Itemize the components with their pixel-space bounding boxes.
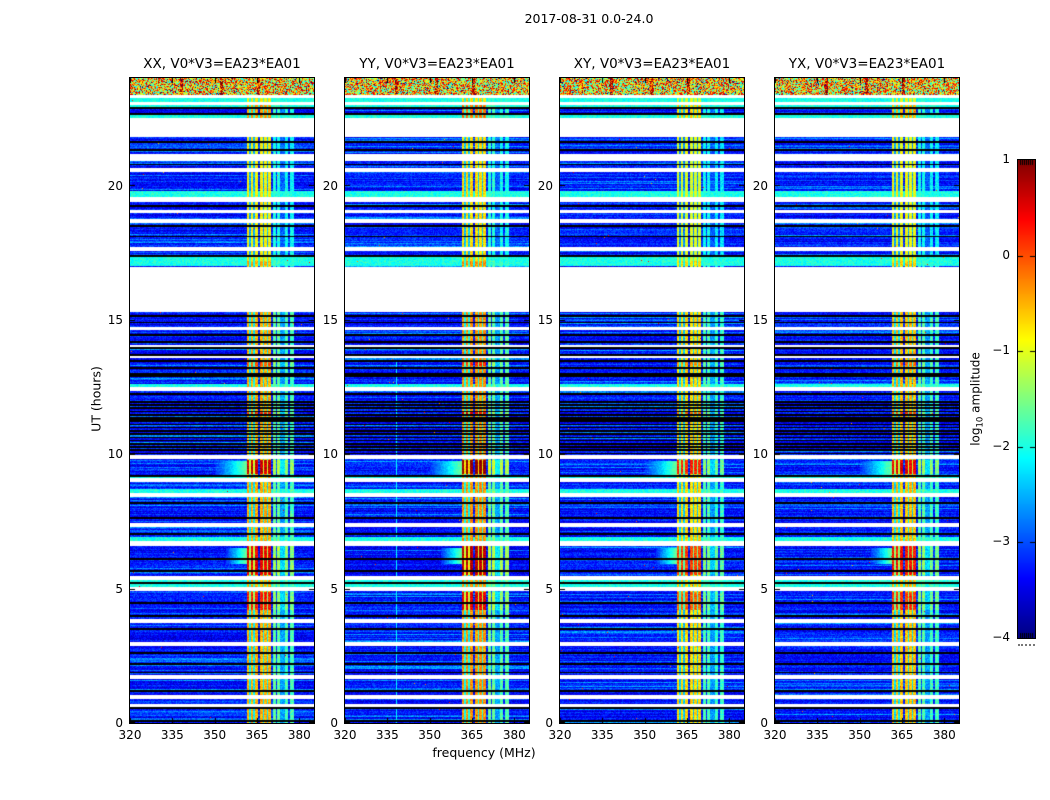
y-tick-label: 0 [115,716,123,730]
y-tick-label: 5 [330,581,338,596]
y-axis-label: UT (hours) [88,366,104,432]
spectrogram-canvas-yx [775,78,959,723]
y-tick-label: 20 [752,178,768,193]
panel-yy: YY, V0*V3=EA23*EA01 0 5 10 15 20 320 335 350 365… [323,56,530,742]
x-tick-label: 320 [548,728,572,742]
spectrogram-canvas-yy [345,78,529,723]
y-tick-label: 10 [322,447,338,462]
y-tick-label: 0 [760,716,768,730]
colorbar-gradient-canvas [1018,160,1035,638]
y-tick-label: 15 [322,312,338,327]
x-tick-label: 335 [160,728,184,742]
y-tick-label: 0 [330,716,338,730]
x-tick-label: 350 [203,728,227,742]
x-tick-label: 365 [890,728,914,742]
colorbar-tick-label: −2 [992,438,1010,453]
colorbar-tick-label: −3 [992,534,1010,549]
y-tick-label: 10 [537,447,553,462]
panel-title-xx: XX, V0*V3=EA23*EA01 [143,56,301,72]
y-tick-label: 15 [537,312,553,327]
panel-xy: XY, V0*V3=EA23*EA01 0 5 10 15 20 320 335 350 365… [538,56,745,742]
colorbar-tick-label: −4 [992,630,1010,644]
y-tick-label: 10 [107,447,123,462]
x-tick-label: 335 [590,728,614,742]
x-tick-label: 380 [932,728,956,742]
y-tick-label: 20 [322,178,338,193]
x-tick-label: 365 [675,728,699,742]
colorbar-label: log10 amplitude [968,352,986,446]
panel-yx: YX, V0*V3=EA23*EA01 0 5 10 15 20 320 335 350 365… [753,56,960,742]
y-tick-label: 5 [545,581,553,596]
x-tick-label: 320 [118,728,142,742]
panel-xx: XX, V0*V3=EA23*EA01 0 5 10 15 20 320 335 350 365… [108,56,315,742]
x-tick-label: 350 [418,728,442,742]
y-tick-label: 15 [752,312,768,327]
figure-title: 2017-08-31 0.0-24.0 [524,11,654,26]
y-tick-label: 20 [107,178,123,193]
x-tick-label: 335 [805,728,829,742]
panel-title-yy: YY, V0*V3=EA23*EA01 [359,56,515,72]
x-tick-label: 350 [633,728,657,742]
y-tick-label: 20 [537,178,553,193]
x-tick-label: 365 [460,728,484,742]
colorbar-tick-label: 0 [1002,247,1010,262]
x-tick-label: 335 [375,728,399,742]
colorbar [1017,159,1036,639]
x-tick-label: 365 [245,728,269,742]
x-tick-label: 380 [502,728,526,742]
spectrogram-canvas-xy [560,78,744,723]
y-tick-label: 15 [107,312,123,327]
y-tick-label: 10 [752,447,768,462]
x-tick-label: 350 [848,728,872,742]
y-tick-label: 5 [115,581,123,596]
panel-title-yx: YX, V0*V3=EA23*EA01 [788,56,946,72]
spectrogram-canvas-xx [130,78,314,723]
x-tick-label: 380 [717,728,741,742]
y-tick-label: 0 [545,716,553,730]
y-tick-label: 5 [760,581,768,596]
colorbar-tick-label: 1 [1002,152,1010,166]
x-tick-label: 320 [763,728,787,742]
x-tick-label: 320 [333,728,357,742]
colorbar-extend-dots [1018,644,1035,646]
x-tick-label: 380 [287,728,311,742]
colorbar-tick-label: −1 [992,343,1010,358]
panel-title-xy: XY, V0*V3=EA23*EA01 [573,56,731,72]
x-axis-label: frequency (MHz) [432,745,536,760]
